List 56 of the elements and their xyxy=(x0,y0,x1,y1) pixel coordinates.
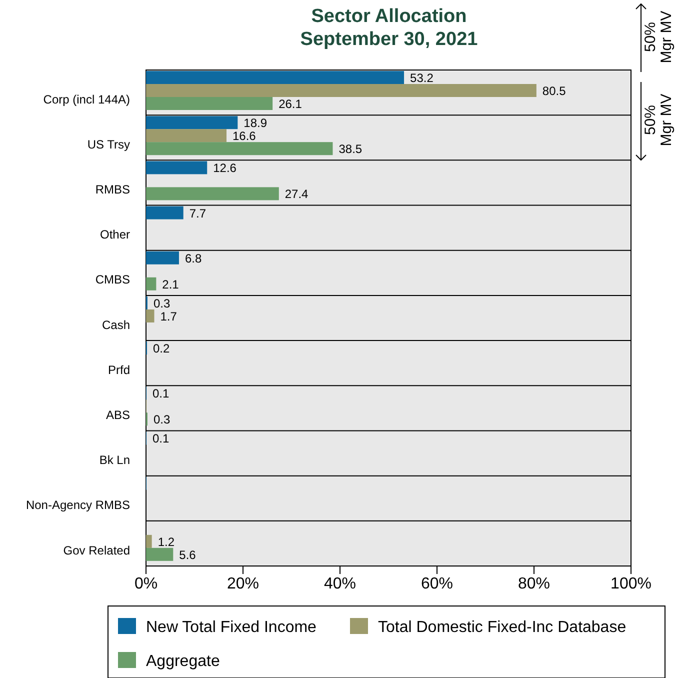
data-label: 0.1 xyxy=(152,432,170,446)
bar xyxy=(146,548,174,561)
data-label: 38.5 xyxy=(338,142,362,156)
text: 50% Mgr MV xyxy=(642,10,675,64)
x-tick-label: 20% xyxy=(226,575,260,592)
legend-label: Aggregate xyxy=(146,653,220,670)
y-tick-label: Corp (incl 144A) xyxy=(43,92,130,106)
x-tick-label: 0% xyxy=(134,575,158,592)
y-tick-label: Bk Ln xyxy=(99,453,130,468)
x-tick-label: 60% xyxy=(420,575,454,592)
data-label: 6.8 xyxy=(184,251,202,266)
x-tick-label: 80% xyxy=(518,575,550,592)
data-label: 80.5 xyxy=(542,84,566,98)
y-tick-label: RMBS xyxy=(95,182,130,197)
bar xyxy=(146,84,536,97)
bar xyxy=(146,116,238,130)
legend-label: New Total Fixed Income xyxy=(146,619,317,636)
data-label: 0.2 xyxy=(152,342,170,356)
bar xyxy=(146,206,184,220)
x-tick-label: 40% xyxy=(324,575,356,592)
bar xyxy=(146,251,179,264)
bar xyxy=(146,534,152,548)
y-tick-label: US Trsy xyxy=(87,137,130,152)
data-label: 2.1 xyxy=(162,277,180,292)
y-tick-label: CMBS xyxy=(95,272,130,287)
y-tick-label: Prfd xyxy=(108,362,130,377)
data-label: 0.3 xyxy=(153,296,170,310)
y-tick-label: Cash xyxy=(102,318,130,332)
y-tick-label: Gov Related xyxy=(63,543,130,558)
data-label: 0.1 xyxy=(152,386,170,401)
bar xyxy=(146,129,227,142)
y-tick-label: Non-Agency RMBS xyxy=(26,498,130,512)
data-label: 0.3 xyxy=(153,412,170,427)
legend-label: Total Domestic Fixed-Inc Database xyxy=(378,619,626,636)
data-label: 1.7 xyxy=(160,309,178,324)
bar xyxy=(146,71,404,84)
data-label: 18.9 xyxy=(244,116,268,130)
data-label: 27.4 xyxy=(284,187,309,202)
data-label: 5.6 xyxy=(179,548,196,562)
bar xyxy=(146,277,156,290)
data-label: 26.1 xyxy=(278,97,302,111)
y-tick-label: ABS xyxy=(106,408,130,422)
data-label: 1.2 xyxy=(158,534,175,549)
bar xyxy=(146,309,154,322)
data-label: 16.6 xyxy=(232,129,256,144)
data-label: 7.7 xyxy=(189,206,206,220)
y-tick-label: Other xyxy=(100,228,130,242)
bar xyxy=(146,161,208,174)
data-label: 53.2 xyxy=(410,71,434,85)
x-tick-label: 100% xyxy=(610,575,652,592)
bar xyxy=(146,187,279,200)
chart-title: Sector Allocation September 30, 2021 xyxy=(300,6,478,50)
text: 50% Mgr MV xyxy=(642,94,675,146)
data-label: 12.6 xyxy=(213,161,237,176)
bar xyxy=(146,97,273,110)
bar xyxy=(146,142,333,156)
